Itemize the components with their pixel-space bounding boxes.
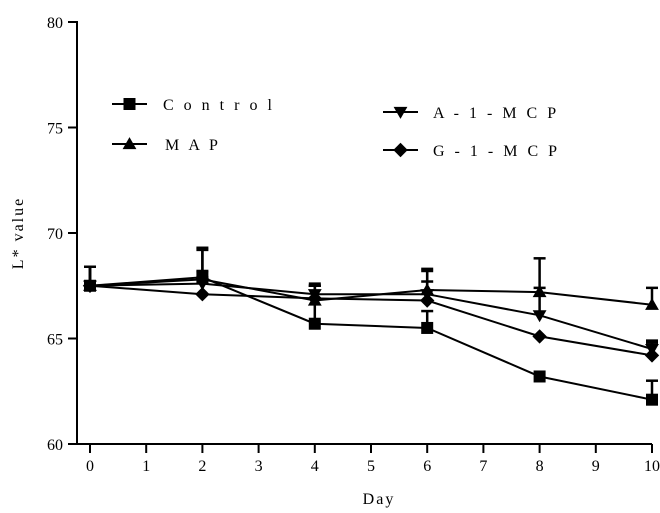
- point-g-1-mcp: [195, 286, 210, 302]
- x-tick-label: 0: [86, 458, 94, 475]
- plot-lines: [89, 276, 653, 401]
- point-a-1-mcp: [195, 278, 210, 291]
- x-tick-label: 1: [142, 458, 150, 475]
- ticks: [68, 21, 653, 453]
- x-tick-label: 7: [479, 458, 487, 475]
- point-g-1-mcp: [420, 293, 435, 308]
- series-line-control: [89, 276, 653, 401]
- y-tick-label: 65: [47, 332, 63, 349]
- point-a-1-mcp: [532, 310, 547, 323]
- x-tick-label: 4: [311, 458, 319, 475]
- tick-labels: 0 1 2 3 4 5 6 7 8 9 10 60 65 70 75 80: [47, 15, 660, 475]
- y-axis-title: L* value: [10, 197, 27, 269]
- legend-label-a-1-mcp: A - 1 - M C P: [433, 105, 559, 122]
- point-control: [308, 317, 321, 330]
- series-line-g-1-mcp: [89, 284, 653, 357]
- legend-marker-a-1-mcp: [393, 106, 408, 119]
- point-control: [533, 370, 546, 383]
- legend-marker-map: [122, 137, 137, 150]
- legend-marker-g-1-mcp: [393, 142, 408, 158]
- point-control: [646, 393, 658, 406]
- data-markers: [82, 271, 660, 406]
- series-line-map: [89, 278, 653, 306]
- point-g-1-mcp: [307, 291, 322, 306]
- point-control: [421, 321, 434, 334]
- x-tick-label: 3: [255, 458, 263, 475]
- point-g-1-mcp: [532, 329, 547, 344]
- y-tick-label: 70: [47, 226, 63, 243]
- y-tick-label: 80: [47, 15, 63, 32]
- legend-marker-control: [123, 98, 136, 110]
- x-tick-label: 9: [592, 458, 600, 475]
- x-tick-label: 2: [198, 458, 206, 475]
- point-g-1-mcp: [644, 348, 660, 363]
- x-tick-label: 5: [367, 458, 375, 475]
- x-axis-title: Day: [363, 491, 396, 508]
- series-line-a-1-mcp: [89, 282, 653, 351]
- legend-label-map: M A P: [165, 137, 221, 154]
- point-map: [645, 297, 659, 310]
- y-tick-label: 60: [47, 437, 63, 454]
- point-g-1-mcp: [82, 278, 98, 293]
- x-tick-label: 6: [423, 458, 431, 475]
- error-bars: [84, 246, 658, 400]
- legend-label-g-1-mcp: G - 1 - M C P: [433, 143, 560, 160]
- legend-label-control: C o n t r o l: [163, 97, 275, 114]
- y-tick-label: 75: [47, 121, 63, 138]
- x-tick-label: 8: [536, 458, 544, 475]
- x-tick-label: 10: [644, 458, 660, 475]
- legend: C o n t r o l M A P A - 1 - M C P G - 1 …: [112, 97, 560, 160]
- point-map: [532, 285, 547, 298]
